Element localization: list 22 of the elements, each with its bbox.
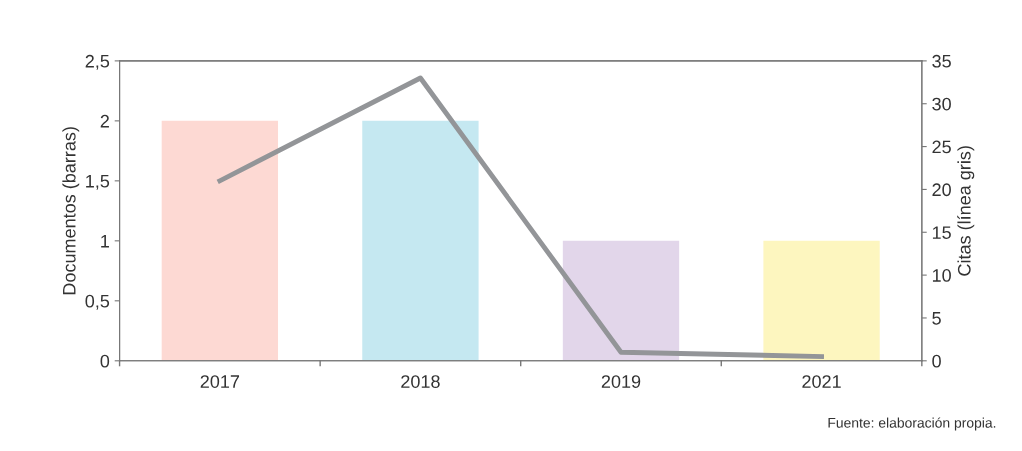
x-tick-label: 2017	[200, 375, 240, 388]
y-tick-label: 0	[100, 354, 110, 368]
y2-tick-label: 0	[932, 354, 941, 368]
x-tick-label: 2018	[401, 375, 440, 388]
y-axis-title: Documentos (barras)	[62, 127, 80, 295]
y2-axis-title: Citas (línea gris)	[957, 146, 975, 276]
y2-tick-label: 25	[932, 140, 951, 154]
y2-tick-label: 5	[932, 312, 941, 325]
y2-tick-label: 35	[932, 54, 951, 68]
x-tick-label: 2021	[802, 375, 841, 388]
y-tick-label: 2,5	[85, 54, 110, 70]
y-tick-label: 2	[100, 114, 109, 128]
y2-tick-label: 30	[932, 97, 951, 111]
y2-tick-label: 20	[932, 183, 951, 197]
y-tick-label: 0,5	[85, 294, 110, 310]
y-tick-label: 1	[101, 234, 109, 248]
y-tick-label: 1,5	[86, 174, 110, 190]
y2-tick-label: 15	[932, 226, 951, 239]
y2-tick-label: 10	[932, 269, 951, 282]
x-tick-label: 2019	[601, 375, 641, 388]
line-series	[217, 75, 824, 359]
source-note: Fuente: elaboración propia.	[828, 417, 996, 431]
